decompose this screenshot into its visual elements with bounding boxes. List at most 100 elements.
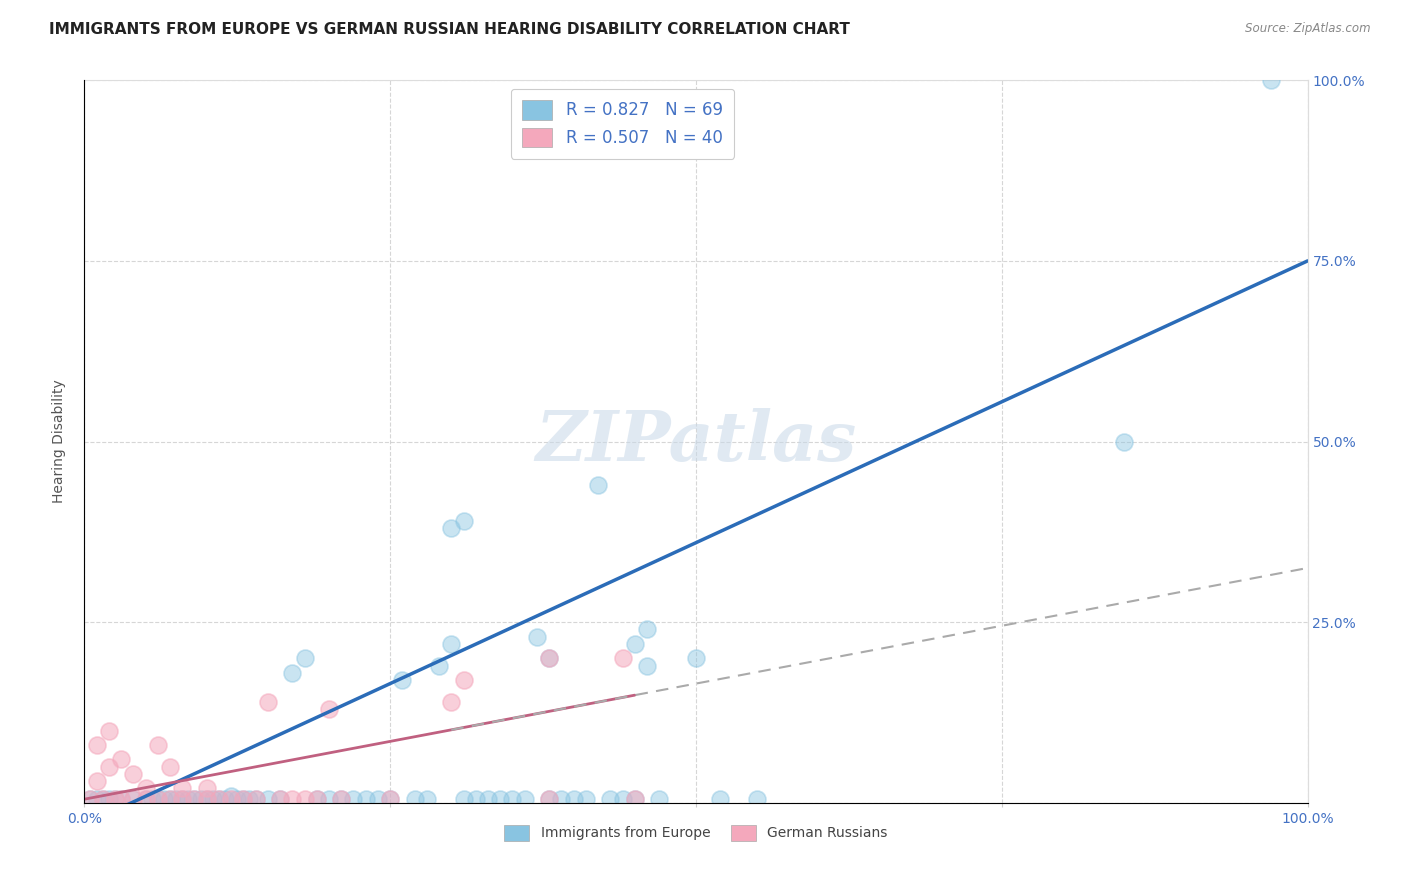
- Point: [177, 792, 200, 806]
- Point: [648, 792, 671, 806]
- Point: [427, 658, 450, 673]
- Point: [110, 792, 132, 806]
- Point: [172, 792, 194, 806]
- Point: [538, 651, 561, 665]
- Point: [165, 792, 187, 806]
- Point: [110, 792, 132, 806]
- Point: [159, 792, 181, 806]
- Point: [195, 781, 218, 796]
- Text: IMMIGRANTS FROM EUROPE VS GERMAN RUSSIAN HEARING DISABILITY CORRELATION CHART: IMMIGRANTS FROM EUROPE VS GERMAN RUSSIAN…: [49, 22, 851, 37]
- Point: [477, 792, 499, 806]
- Point: [172, 781, 194, 796]
- Point: [636, 623, 658, 637]
- Point: [122, 767, 145, 781]
- Point: [354, 792, 377, 806]
- Point: [110, 752, 132, 766]
- Point: [146, 792, 169, 806]
- Point: [489, 792, 512, 806]
- Point: [318, 702, 340, 716]
- Point: [183, 792, 205, 806]
- Point: [305, 792, 328, 806]
- Point: [453, 673, 475, 687]
- Point: [91, 792, 114, 806]
- Point: [86, 792, 108, 806]
- Point: [79, 792, 101, 806]
- Point: [226, 792, 249, 806]
- Point: [153, 792, 176, 806]
- Point: [232, 792, 254, 806]
- Point: [624, 792, 647, 806]
- Point: [612, 792, 634, 806]
- Point: [440, 521, 463, 535]
- Point: [624, 637, 647, 651]
- Point: [97, 792, 120, 806]
- Point: [330, 792, 353, 806]
- Point: [380, 792, 402, 806]
- Point: [513, 792, 536, 806]
- Point: [146, 738, 169, 752]
- Point: [367, 792, 389, 806]
- Point: [86, 774, 108, 789]
- Point: [599, 792, 621, 806]
- Point: [195, 792, 218, 806]
- Text: Source: ZipAtlas.com: Source: ZipAtlas.com: [1246, 22, 1371, 36]
- Point: [201, 792, 224, 806]
- Point: [146, 792, 169, 806]
- Point: [281, 792, 304, 806]
- Point: [257, 695, 280, 709]
- Legend: Immigrants from Europe, German Russians: Immigrants from Europe, German Russians: [499, 819, 893, 847]
- Point: [612, 651, 634, 665]
- Point: [122, 792, 145, 806]
- Point: [135, 781, 157, 796]
- Point: [440, 695, 463, 709]
- Point: [416, 792, 439, 806]
- Point: [586, 478, 609, 492]
- Point: [97, 723, 120, 738]
- Point: [172, 792, 194, 806]
- Point: [86, 738, 108, 752]
- Point: [575, 792, 598, 806]
- Point: [281, 665, 304, 680]
- Point: [538, 792, 561, 806]
- Point: [562, 792, 585, 806]
- Point: [79, 792, 101, 806]
- Point: [183, 792, 205, 806]
- Point: [135, 792, 157, 806]
- Point: [97, 760, 120, 774]
- Point: [219, 792, 242, 806]
- Point: [636, 658, 658, 673]
- Point: [1260, 73, 1282, 87]
- Point: [159, 760, 181, 774]
- Point: [245, 792, 267, 806]
- Point: [391, 673, 413, 687]
- Point: [747, 792, 769, 806]
- Point: [245, 792, 267, 806]
- Point: [91, 792, 114, 806]
- Point: [122, 792, 145, 806]
- Point: [453, 792, 475, 806]
- Point: [330, 792, 353, 806]
- Text: ZIPatlas: ZIPatlas: [536, 408, 856, 475]
- Point: [709, 792, 731, 806]
- Point: [526, 630, 548, 644]
- Point: [208, 792, 231, 806]
- Point: [238, 792, 260, 806]
- Point: [453, 514, 475, 528]
- Point: [257, 792, 280, 806]
- Point: [550, 792, 572, 806]
- Point: [195, 792, 218, 806]
- Point: [135, 792, 157, 806]
- Point: [141, 792, 163, 806]
- Point: [624, 792, 647, 806]
- Point: [464, 792, 486, 806]
- Point: [318, 792, 340, 806]
- Point: [538, 651, 561, 665]
- Point: [294, 651, 316, 665]
- Point: [342, 792, 364, 806]
- Point: [404, 792, 426, 806]
- Point: [502, 792, 524, 806]
- Point: [232, 792, 254, 806]
- Point: [1114, 434, 1136, 449]
- Point: [685, 651, 707, 665]
- Point: [219, 789, 242, 803]
